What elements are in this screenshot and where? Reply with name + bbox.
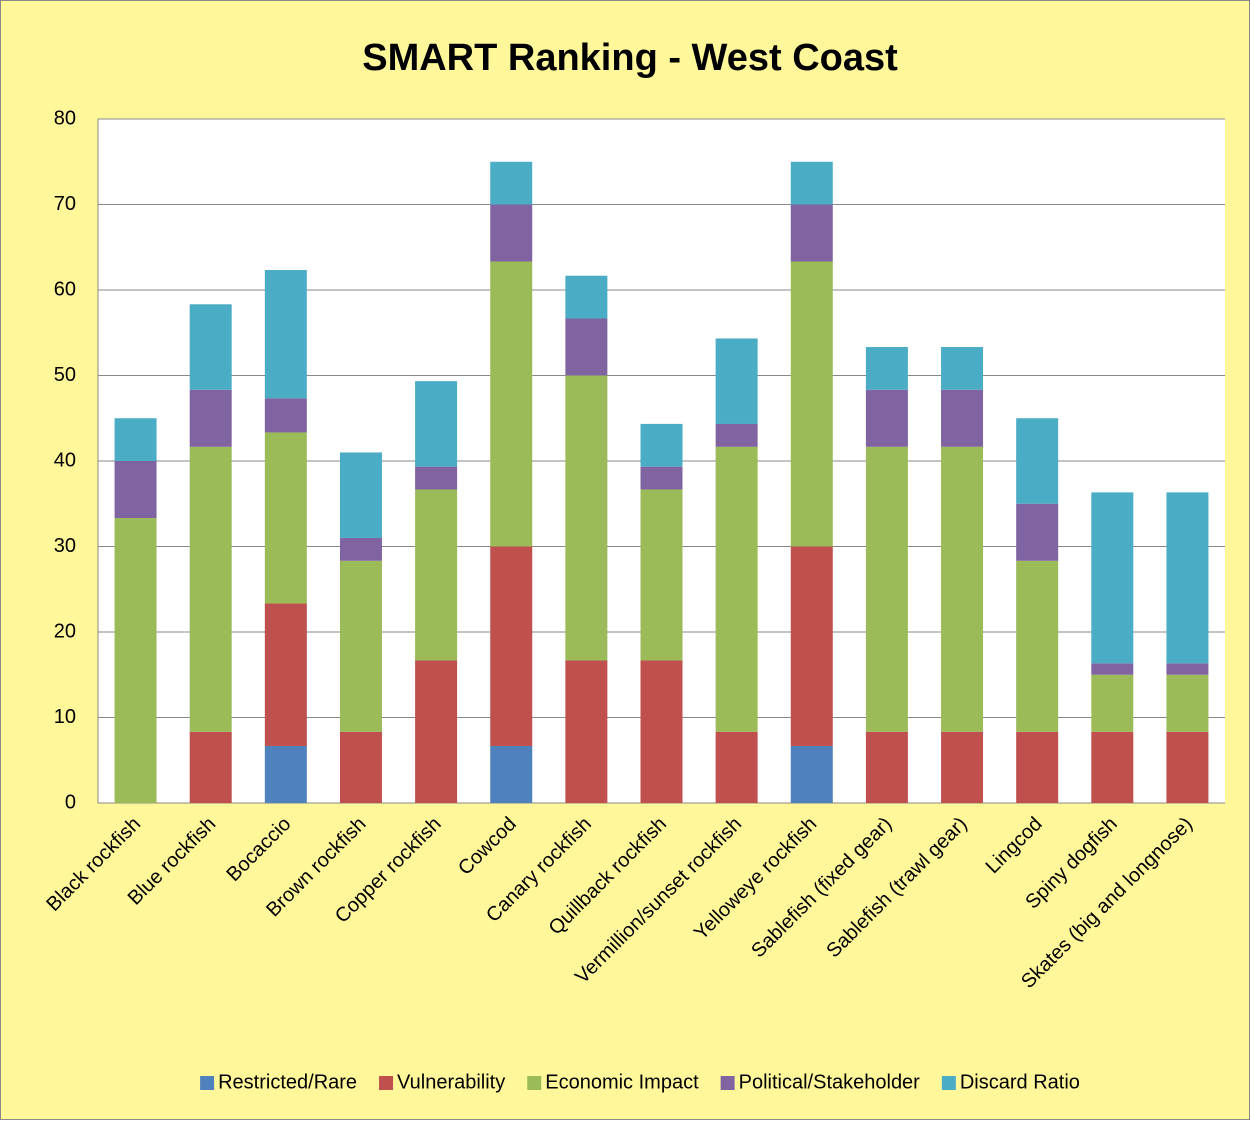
bar-segment — [790, 204, 833, 262]
bar-segment — [339, 731, 382, 803]
legend-swatch — [379, 1076, 394, 1090]
bar-segment — [790, 546, 833, 746]
bar-segment — [490, 745, 533, 803]
bar-segment — [415, 660, 458, 803]
y-tick-label: 20 — [54, 620, 76, 642]
bar-segment — [865, 731, 908, 803]
bar-segment — [189, 304, 232, 390]
bar-segment — [264, 745, 307, 803]
bar-segment — [941, 389, 984, 447]
bar-segment — [790, 161, 833, 205]
legend: Restricted/Rare Vulnerability Economic Imp… — [200, 1071, 1080, 1093]
legend-swatch — [527, 1076, 542, 1090]
bar-segment — [264, 269, 307, 399]
bar-segment — [941, 731, 984, 803]
bar-segment — [339, 452, 382, 538]
bar-segment — [790, 745, 833, 803]
bar-segment — [114, 418, 157, 461]
y-tick-label: 80 — [54, 107, 76, 129]
bar-segment — [415, 466, 458, 490]
bar-segment — [490, 161, 533, 205]
bar-segment — [1166, 674, 1209, 732]
bar-segment — [565, 275, 608, 319]
bar-segment — [264, 603, 307, 746]
bar-segment — [640, 423, 683, 467]
bar-segment — [1091, 731, 1134, 803]
bar-segment — [415, 381, 458, 467]
y-tick-label: 40 — [54, 449, 76, 471]
bar-segment — [339, 560, 382, 732]
bar-segment — [715, 446, 758, 732]
bar-segment — [189, 731, 232, 803]
legend-swatch — [941, 1076, 956, 1090]
y-tick-label: 50 — [54, 364, 76, 386]
bar-segment — [865, 389, 908, 447]
bar-segment — [715, 423, 758, 447]
bar-segment — [1166, 492, 1209, 664]
legend-swatch — [720, 1076, 735, 1090]
legend-label: Discard Ratio — [960, 1071, 1080, 1093]
bar-segment — [715, 731, 758, 803]
y-tick-label: 60 — [54, 278, 76, 300]
bar-segment — [1016, 418, 1059, 504]
bar-segment — [1016, 560, 1059, 732]
y-tick-label: 10 — [54, 706, 76, 728]
bar-segment — [114, 518, 157, 803]
bar-segment — [339, 537, 382, 561]
bar-segment — [490, 546, 533, 746]
bar-segment — [565, 318, 608, 376]
bar-segment — [114, 461, 157, 519]
bar-segment — [1166, 731, 1209, 803]
bar-segment — [1091, 492, 1134, 664]
bar-segment — [490, 204, 533, 262]
bar-segment — [565, 375, 608, 661]
bar-segment — [264, 398, 307, 433]
bar-segment — [640, 466, 683, 490]
legend-label: Vulnerability — [397, 1071, 505, 1093]
y-tick-label: 30 — [54, 535, 76, 557]
bar-segment — [640, 489, 683, 661]
bar-segment — [790, 261, 833, 547]
bar-segment — [1016, 731, 1059, 803]
bar-segment — [565, 660, 608, 803]
legend-label: Economic Impact — [545, 1071, 699, 1093]
y-tick-label: 0 — [65, 791, 76, 813]
bar-segment — [1091, 663, 1134, 675]
chart-title: SMART Ranking - West Coast — [362, 37, 898, 79]
bar-segment — [1091, 674, 1134, 732]
y-tick-label: 70 — [54, 193, 76, 215]
bar-segment — [941, 347, 984, 390]
bar-segment — [189, 446, 232, 732]
legend-label: Restricted/Rare — [218, 1071, 357, 1093]
bar-segment — [189, 389, 232, 447]
bar-segment — [865, 347, 908, 390]
legend-swatch — [200, 1076, 215, 1090]
bar-segment — [640, 660, 683, 803]
bar-segment — [1166, 663, 1209, 675]
bar-segment — [415, 489, 458, 661]
bar-segment — [865, 446, 908, 732]
bar-segment — [264, 432, 307, 604]
legend-label: Political/Stakeholder — [739, 1071, 921, 1093]
bar-segment — [490, 261, 533, 547]
bar-segment — [715, 338, 758, 424]
bar-segment — [1016, 503, 1059, 561]
bar-segment — [941, 446, 984, 732]
